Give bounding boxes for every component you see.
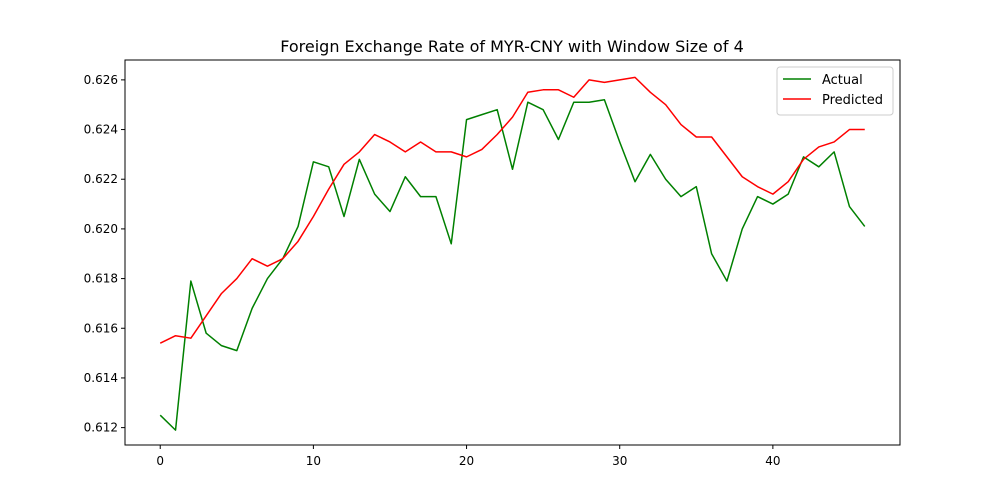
legend-label-predicted: Predicted bbox=[822, 93, 883, 108]
y-axis-ticks: 0.612 0.614 0.616 0.618 0.620 0.622 0.624 0.626 bbox=[84, 73, 125, 435]
x-tick-label: 20 bbox=[459, 454, 474, 468]
y-tick-label: 0.622 bbox=[84, 172, 118, 186]
legend-label-actual: Actual bbox=[822, 73, 863, 88]
series-line-predicted bbox=[159, 76, 865, 344]
x-tick-label: 40 bbox=[765, 454, 780, 468]
y-tick-label: 0.614 bbox=[84, 371, 118, 385]
x-tick-label: 0 bbox=[156, 454, 164, 468]
x-tick-label: 30 bbox=[612, 454, 627, 468]
x-tick-label: 10 bbox=[306, 454, 321, 468]
series-line-actual bbox=[159, 98, 866, 431]
series-layer bbox=[159, 76, 866, 431]
y-tick-label: 0.616 bbox=[84, 321, 118, 335]
y-tick-label: 0.626 bbox=[84, 73, 118, 87]
x-axis-ticks: 0 10 20 30 40 bbox=[156, 445, 781, 468]
y-tick-label: 0.624 bbox=[84, 123, 118, 137]
chart-title: Foreign Exchange Rate of MYR-CNY with Wi… bbox=[280, 37, 744, 56]
legend: Actual Predicted bbox=[776, 66, 894, 116]
y-tick-label: 0.612 bbox=[84, 421, 118, 435]
y-tick-label: 0.620 bbox=[84, 222, 118, 236]
plot-frame bbox=[124, 59, 901, 446]
y-tick-label: 0.618 bbox=[84, 272, 118, 286]
